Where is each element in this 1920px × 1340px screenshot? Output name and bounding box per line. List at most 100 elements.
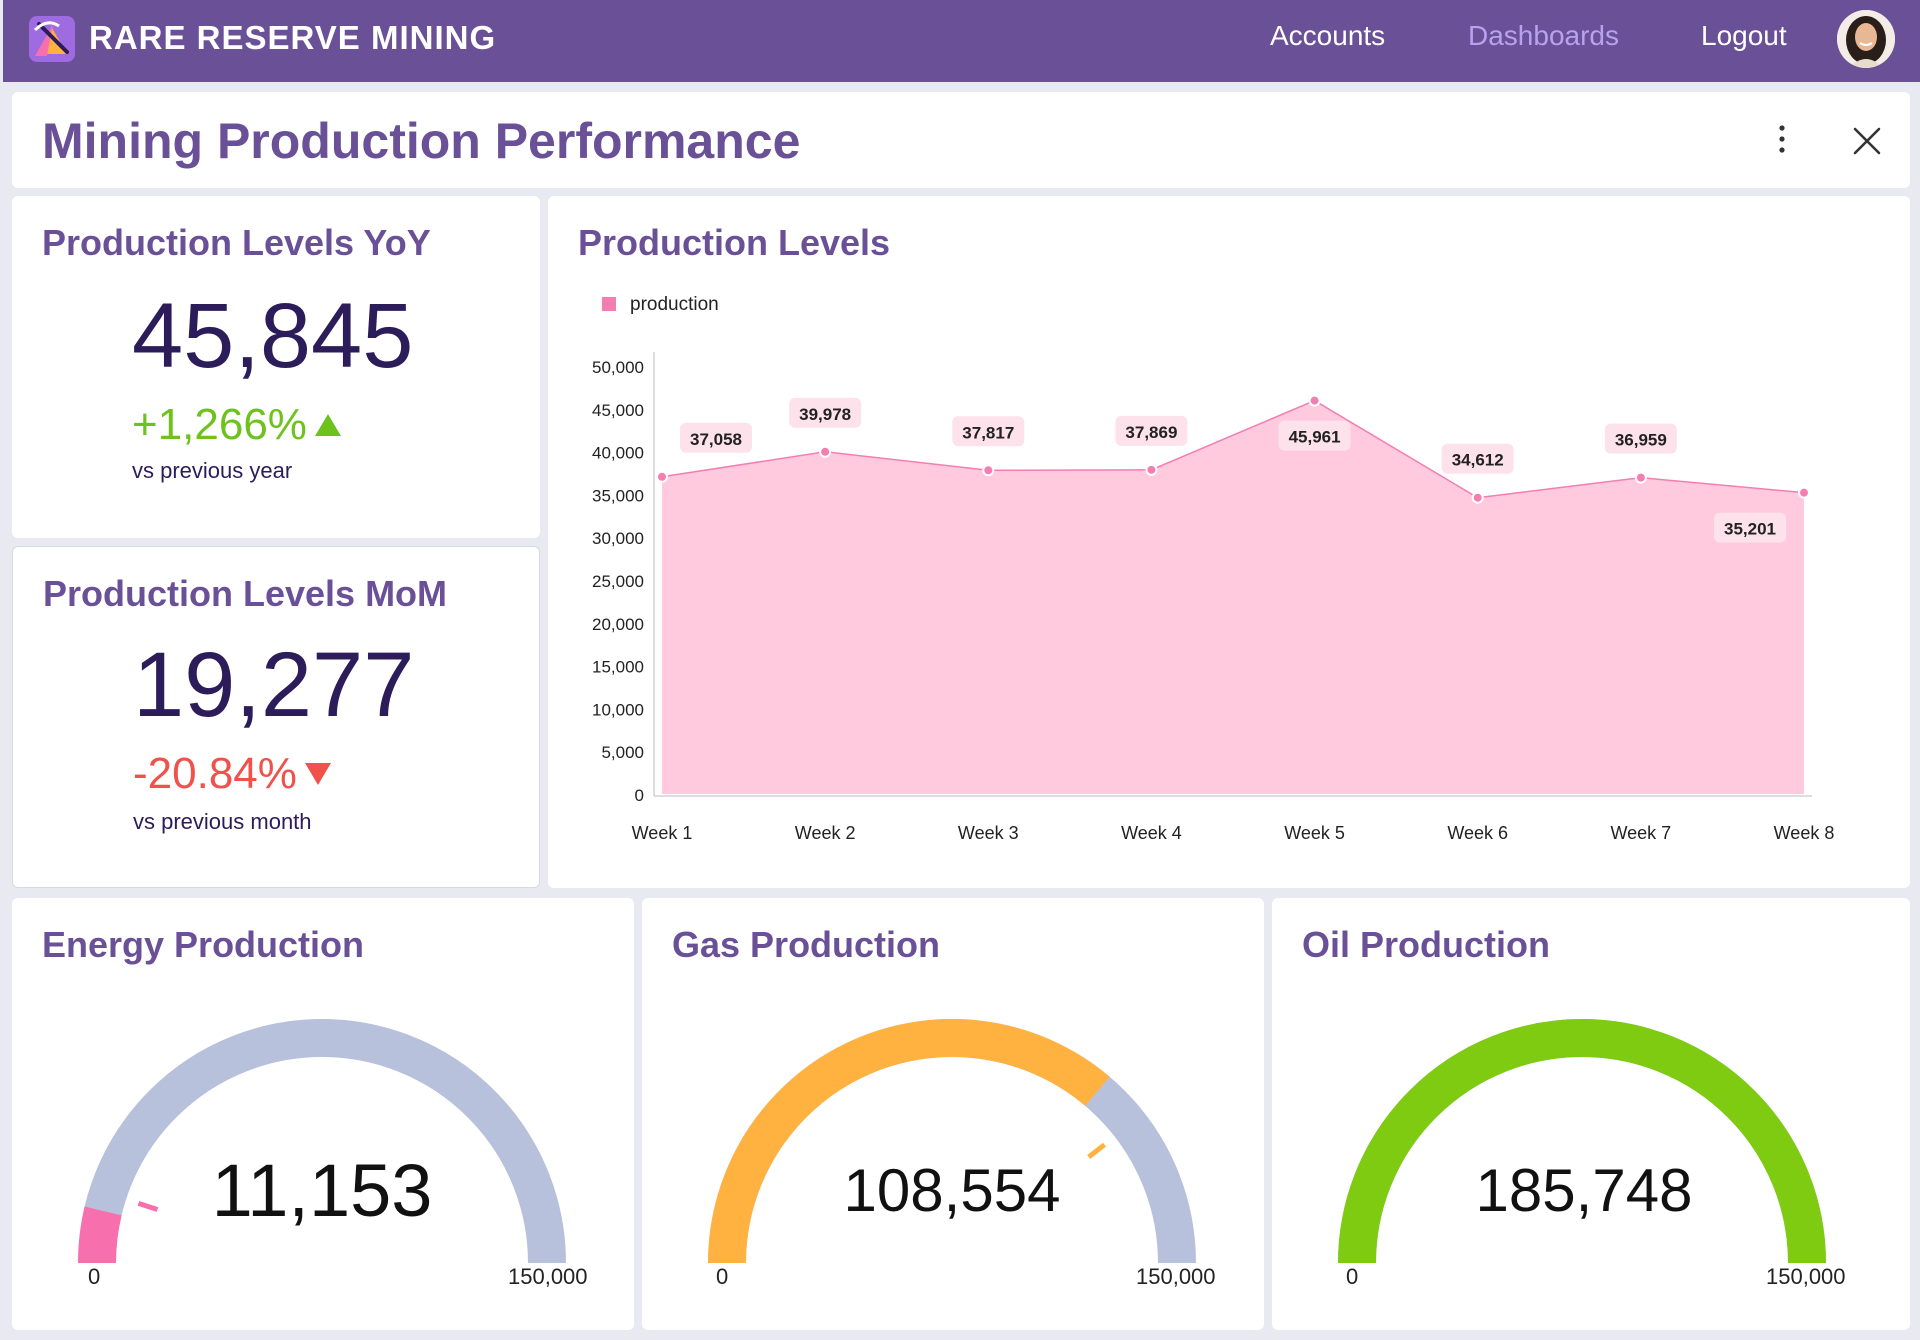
data-label-bg [680, 422, 752, 453]
data-label: 45,961 [1289, 428, 1341, 447]
energy-gauge [78, 1019, 566, 1264]
y-tick-label: 20,000 [592, 615, 644, 634]
kpi-yoy-value: 45,845 [132, 285, 414, 387]
data-label-bg [1441, 443, 1514, 474]
avatar-icon [1837, 10, 1895, 68]
gauge-track [1338, 1019, 1826, 1264]
x-tick-label: Week 7 [1611, 823, 1672, 843]
kpi-mom-value: 19,277 [133, 634, 415, 736]
energy-max-label: 150,000 [508, 1264, 588, 1289]
user-avatar[interactable] [1837, 10, 1895, 68]
data-point[interactable] [1798, 486, 1810, 499]
y-tick-label: 25,000 [592, 572, 644, 591]
top-navigation-bar: RARE RESERVE MINING Accounts Dashboards … [3, 0, 1920, 82]
x-tick-label: Week 4 [1121, 823, 1182, 843]
gauge-track [708, 1019, 1196, 1264]
x-tick-label: Week 1 [632, 823, 693, 843]
data-point[interactable] [982, 464, 995, 477]
kpi-mom-delta-row: -20.84% [133, 749, 333, 799]
page-title: Mining Production Performance [42, 113, 801, 169]
data-label-bg [789, 397, 862, 428]
gas-gauge [708, 1019, 1196, 1264]
trend-up-icon [314, 414, 341, 436]
energy-min-label: 0 [88, 1264, 101, 1289]
data-point[interactable] [656, 470, 668, 483]
close-icon[interactable] [1850, 124, 1884, 158]
gauge-track [78, 1019, 566, 1264]
production-chart: production 0 5,000 10,000 15,000 20,000 25,00… [592, 294, 1835, 843]
oil-title: Oil Production [1302, 924, 1550, 965]
kpi-yoy-title: Production Levels YoY [42, 222, 431, 263]
gas-min-label: 0 [716, 1264, 729, 1289]
x-tick-label: Week 6 [1447, 823, 1508, 843]
data-label: 37,869 [1125, 423, 1177, 442]
data-label: 37,058 [690, 430, 742, 449]
brand-name: RARE RESERVE MINING [89, 19, 497, 56]
x-tick-label: Week 8 [1774, 823, 1835, 843]
production-levels-card: Production Levels production 0 5,000 10,00… [548, 196, 1910, 888]
y-tick-label: 5,000 [601, 743, 644, 762]
production-area [662, 400, 1804, 794]
legend-label: production [630, 294, 719, 315]
production-line [661, 399, 1805, 499]
nav-accounts[interactable]: Accounts [1270, 20, 1386, 51]
data-label-bg [1278, 420, 1351, 451]
data-point[interactable] [819, 445, 832, 458]
gauge-fill [708, 1019, 1110, 1264]
y-tick-label: 45,000 [592, 401, 644, 420]
data-point[interactable] [1308, 394, 1321, 407]
y-tick-label: 40,000 [592, 444, 644, 463]
data-point[interactable] [1145, 463, 1158, 476]
oil-max-label: 150,000 [1766, 1264, 1846, 1289]
gauge-fill [78, 1206, 122, 1264]
energy-gauge-card: Energy Production 11,153 0 150,000 [12, 898, 634, 1330]
x-tick-label: Week 2 [795, 823, 856, 843]
logo-icon [29, 16, 75, 62]
kpi-yoy-delta: +1,266% [132, 400, 307, 449]
gauge-fill [1338, 1019, 1826, 1264]
energy-title: Energy Production [42, 924, 365, 965]
nav-dashboards[interactable]: Dashboards [1468, 20, 1619, 51]
gas-value: 108,554 [843, 1157, 1061, 1224]
trend-down-icon [304, 763, 331, 785]
x-tick-label: Week 3 [958, 823, 1019, 843]
y-tick-label: 15,000 [592, 658, 644, 677]
oil-gauge [1338, 1019, 1826, 1264]
more-options-icon[interactable] [1772, 122, 1792, 158]
y-tick-label: 50,000 [592, 358, 644, 377]
data-point[interactable] [1634, 471, 1647, 484]
x-tick-label: Week 5 [1284, 823, 1345, 843]
data-label-bg [1714, 512, 1786, 543]
kpi-card-mom: Production Levels MoM 19,277 -20.84% vs … [12, 546, 540, 888]
y-tick-label: 0 [635, 786, 644, 805]
kpi-mom-delta: -20.84% [133, 749, 297, 798]
gas-gauge-card: Gas Production 108,554 0 150,000 [642, 898, 1264, 1330]
y-tick-label: 35,000 [592, 486, 644, 505]
data-label: 34,612 [1452, 451, 1504, 470]
oil-value: 185,748 [1475, 1157, 1693, 1224]
kpi-yoy-note: vs previous year [132, 458, 293, 483]
data-label: 39,978 [799, 405, 851, 424]
gauge-target-marker [137, 1200, 159, 1212]
nav-logout[interactable]: Logout [1701, 20, 1787, 51]
data-label-bg [1115, 415, 1188, 446]
gauge-target-marker [1087, 1142, 1107, 1159]
gas-title: Gas Production [672, 924, 941, 965]
data-point[interactable] [1471, 491, 1484, 504]
legend-swatch [602, 297, 616, 311]
data-label-bg [1604, 423, 1677, 454]
gas-max-label: 150,000 [1136, 1264, 1216, 1289]
data-label-bg [952, 416, 1025, 447]
data-label: 37,817 [962, 423, 1014, 442]
dashboard-title-bar: Mining Production Performance [12, 92, 1910, 188]
data-label: 36,959 [1615, 431, 1667, 450]
oil-min-label: 0 [1346, 1264, 1359, 1289]
kpi-card-yoy: Production Levels YoY 45,845 +1,266% vs … [12, 196, 540, 538]
chart-title: Production Levels [578, 222, 891, 263]
y-tick-label: 30,000 [592, 529, 644, 548]
kpi-mom-note: vs previous month [133, 809, 312, 834]
oil-gauge-card: Oil Production 185,748 0 150,000 [1272, 898, 1910, 1330]
data-label: 35,201 [1724, 520, 1776, 539]
energy-value: 11,153 [211, 1149, 433, 1232]
y-tick-label: 10,000 [592, 700, 644, 719]
